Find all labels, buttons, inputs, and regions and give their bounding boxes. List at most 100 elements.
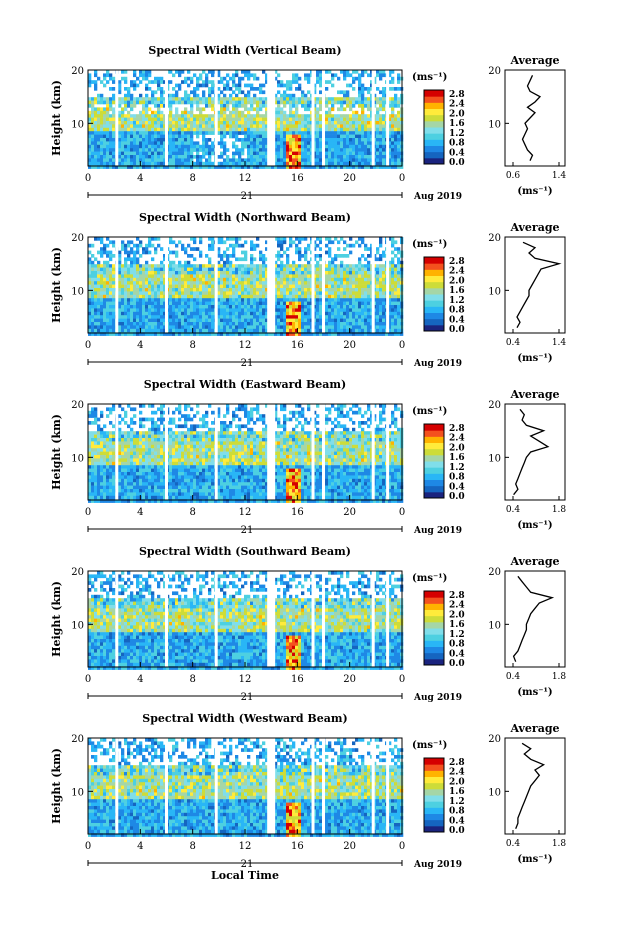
heatmap-cell xyxy=(319,284,323,289)
heatmap-cell xyxy=(298,100,302,105)
heatmap-cell xyxy=(253,294,257,299)
heatmap-cell xyxy=(277,332,281,336)
heatmap-cell xyxy=(391,260,395,265)
heatmap-cell xyxy=(100,301,104,306)
heatmap-cell xyxy=(367,161,371,166)
heatmap-cell xyxy=(358,260,362,265)
heatmap-cell xyxy=(277,277,281,282)
heatmap-cell xyxy=(241,301,245,306)
heatmap-cell xyxy=(121,274,125,279)
heatmap-cell xyxy=(241,141,245,146)
heatmap-cell xyxy=(199,267,203,272)
heatmap-cell xyxy=(286,87,290,91)
heatmap-cell xyxy=(331,161,335,166)
heatmap-cell xyxy=(289,110,293,115)
heatmap-cell xyxy=(331,315,335,319)
heatmap-cell xyxy=(328,277,332,282)
heatmap-cell xyxy=(364,291,368,296)
heatmap-cell xyxy=(127,264,131,268)
heatmap-cell xyxy=(211,281,215,285)
heatmap-cell xyxy=(199,322,203,326)
heatmap-cell xyxy=(394,138,398,142)
y-axis-label: Height (km) xyxy=(50,80,63,156)
heatmap-cell xyxy=(367,271,371,275)
heatmap-cell xyxy=(226,288,230,292)
heatmap-cell xyxy=(343,328,347,333)
heatmap-cell xyxy=(172,274,176,279)
heatmap-cell xyxy=(109,114,113,118)
heatmap-cell xyxy=(118,158,122,163)
heatmap-cell xyxy=(292,121,296,125)
heatmap-cell xyxy=(253,284,257,289)
heatmap-cell xyxy=(229,284,233,289)
heatmap-cell xyxy=(226,237,230,241)
colorbar-swatch xyxy=(424,133,444,140)
heatmap-cell xyxy=(316,311,320,316)
heatmap-cell xyxy=(289,284,293,289)
heatmap-cell xyxy=(112,158,116,163)
heatmap-cell xyxy=(220,254,224,258)
heatmap-cell xyxy=(238,138,242,142)
heatmap-cell xyxy=(241,70,245,74)
heatmap-cell xyxy=(109,291,113,296)
heatmap-cell xyxy=(139,277,143,282)
heatmap-cell xyxy=(352,87,356,91)
heatmap-cell xyxy=(274,281,278,285)
heatmap-cell xyxy=(283,121,287,125)
heatmap-cell xyxy=(388,121,392,125)
average-unit: (ms⁻¹) xyxy=(517,186,552,197)
heatmap-cell xyxy=(262,301,266,306)
heatmap-cell xyxy=(337,267,341,272)
heatmap-cell xyxy=(133,254,137,258)
heatmap-cell xyxy=(274,237,278,241)
heatmap-cell xyxy=(181,305,185,309)
heatmap-cell xyxy=(103,144,107,149)
heatmap-cell xyxy=(334,134,338,139)
heatmap-cell xyxy=(352,158,356,163)
heatmap-cell xyxy=(265,144,269,149)
heatmap-cell xyxy=(154,124,158,129)
heatmap-cell xyxy=(382,284,386,289)
heatmap-cell xyxy=(160,155,164,159)
heatmap-cell xyxy=(331,131,335,135)
heatmap-cell xyxy=(220,114,224,118)
heatmap-cell xyxy=(184,100,188,105)
heatmap-cell xyxy=(184,264,188,268)
heatmap-cell xyxy=(115,165,119,169)
heatmap-cell xyxy=(118,318,122,323)
heatmap-cell xyxy=(187,158,191,163)
heatmap-cell xyxy=(280,237,284,241)
heatmap-cell xyxy=(388,328,392,333)
heatmap-cell xyxy=(340,267,344,272)
heatmap-cell xyxy=(163,158,167,163)
heatmap-cell xyxy=(394,161,398,166)
heatmap-cell xyxy=(208,93,212,98)
heatmap-cell xyxy=(286,264,290,268)
heatmap-cell xyxy=(205,264,209,268)
heatmap-cell xyxy=(349,155,353,159)
heatmap-cell xyxy=(196,144,200,149)
heatmap-cell xyxy=(340,161,344,166)
heatmap-cell xyxy=(175,151,179,156)
heatmap-cell xyxy=(346,271,350,275)
heatmap-cell xyxy=(364,131,368,135)
heatmap-cell xyxy=(121,271,125,275)
heatmap-cell xyxy=(283,83,287,88)
heatmap-cell xyxy=(331,308,335,313)
heatmap-cell xyxy=(349,277,353,282)
heatmap-cell xyxy=(205,124,209,129)
heatmap-cell xyxy=(280,305,284,309)
heatmap-cell xyxy=(142,134,146,139)
heatmap-cell xyxy=(130,267,134,272)
heatmap-cell xyxy=(304,328,308,333)
heatmap-cell xyxy=(172,87,176,91)
heatmap-cell xyxy=(100,100,104,105)
heatmap-cell xyxy=(391,117,395,122)
heatmap-cell xyxy=(376,70,380,74)
heatmap-cell xyxy=(190,274,194,279)
heatmap-cell xyxy=(151,121,155,125)
heatmap-cell xyxy=(91,243,95,248)
x-tick-label: 4 xyxy=(137,173,143,184)
heatmap-cell xyxy=(364,332,368,336)
heatmap-cell xyxy=(154,151,158,156)
